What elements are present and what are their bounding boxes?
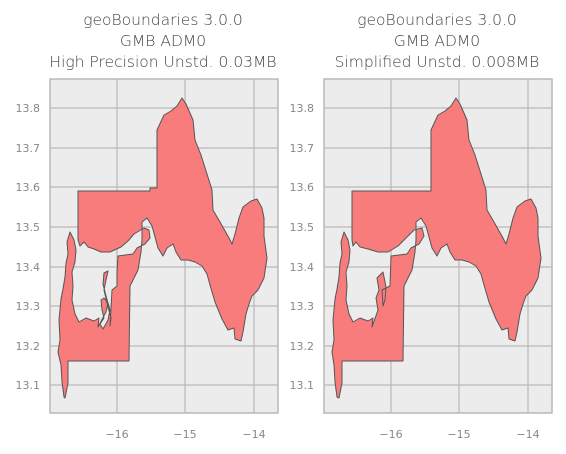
y-tick-label: 13.5 xyxy=(16,221,41,234)
y-tick-label: 13.2 xyxy=(16,340,41,353)
title-line-2: GMB ADM0 xyxy=(119,32,207,50)
title-line-1: geoBoundaries 3.0.0 xyxy=(83,11,243,29)
y-tick-label: 13.8 xyxy=(290,102,315,115)
title-line-3: High Precision Unstd. 0.03MB xyxy=(49,53,277,71)
y-tick-label: 13.3 xyxy=(16,300,41,313)
map-panel-simplified: −16 −15 −14 13.8 13.7 13.6 13.5 13.4 13.3 13.2 13.… xyxy=(290,78,553,441)
panel-title-simplified: geoBoundaries 3.0.0 GMB ADM0 Simplified … xyxy=(297,10,566,73)
y-tick-label: 13.1 xyxy=(290,379,315,392)
y-tick-label: 13.2 xyxy=(290,340,315,353)
y-tick-label: 13.4 xyxy=(16,261,41,274)
title-line-2: GMB ADM0 xyxy=(393,32,481,50)
panel-title-high-precision: geoBoundaries 3.0.0 GMB ADM0 High Precis… xyxy=(23,10,303,73)
y-tick-label: 13.7 xyxy=(290,142,315,155)
x-tick-label: −14 xyxy=(242,428,265,441)
plot-frame xyxy=(323,78,553,414)
y-tick-label: 13.7 xyxy=(16,142,41,155)
gambia-boundary-high-precision xyxy=(57,97,268,399)
y-tick-label: 13.5 xyxy=(290,221,315,234)
y-tick-label: 13.6 xyxy=(290,181,315,194)
y-tick-label: 13.1 xyxy=(16,379,41,392)
title-line-1: geoBoundaries 3.0.0 xyxy=(357,11,517,29)
x-tick-label: −16 xyxy=(105,428,128,441)
x-tick-label: −15 xyxy=(173,428,196,441)
y-tick-label: 13.6 xyxy=(16,181,41,194)
y-tick-label: 13.8 xyxy=(16,102,41,115)
x-tick-label: −16 xyxy=(379,428,402,441)
plot-frame xyxy=(49,78,279,414)
y-tick-label: 13.4 xyxy=(290,261,315,274)
map-panel-high-precision: −16 −15 −14 13.8 13.7 13.6 13.5 13.4 13.3 13.2 13.… xyxy=(16,78,279,441)
x-tick-label: −14 xyxy=(516,428,539,441)
x-tick-label: −15 xyxy=(447,428,470,441)
title-line-3: Simplified Unstd. 0.008MB xyxy=(334,53,540,71)
y-tick-label: 13.3 xyxy=(290,300,315,313)
gambia-boundary-simplified xyxy=(331,97,542,399)
